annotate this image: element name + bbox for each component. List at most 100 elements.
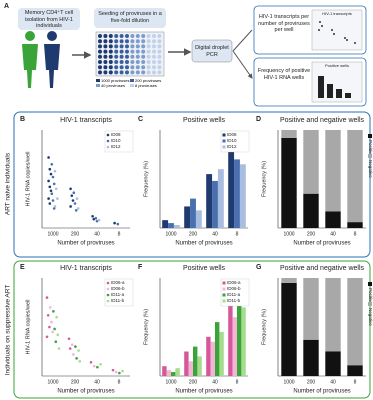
dot	[71, 199, 75, 202]
x-axis-label: Number of proviruses	[57, 389, 114, 395]
panel-letter: F	[138, 264, 143, 271]
dot	[54, 340, 58, 344]
dot	[45, 296, 49, 299]
well	[114, 65, 119, 70]
well	[125, 49, 129, 54]
group-box	[13, 111, 371, 258]
x-tick-label: 1000	[165, 379, 176, 385]
bar	[162, 220, 169, 228]
dot	[49, 189, 53, 193]
mini-dots	[318, 21, 356, 44]
dot	[69, 205, 72, 208]
well	[135, 70, 140, 75]
x-tick-label: 8	[236, 231, 239, 237]
step-box	[191, 39, 233, 63]
well	[125, 34, 129, 38]
legend-label: ID11-a	[227, 292, 241, 297]
group-label: Individuals on suppressive ART	[5, 285, 12, 376]
legend-swatch	[106, 139, 110, 143]
legend-swatch	[368, 302, 372, 306]
well	[119, 34, 124, 38]
well	[125, 54, 129, 59]
bar	[195, 210, 202, 228]
well	[98, 44, 102, 49]
well	[141, 54, 146, 59]
dot	[89, 360, 93, 364]
well	[152, 70, 156, 75]
group-label: ART naive individuals	[5, 152, 12, 215]
dot	[45, 335, 49, 339]
dot	[52, 182, 56, 186]
dot	[111, 368, 115, 372]
well	[103, 49, 108, 54]
legend-swatch	[222, 299, 226, 303]
well	[141, 39, 146, 44]
bar	[188, 361, 193, 376]
dot	[91, 214, 94, 218]
bar-segment	[325, 351, 341, 376]
dot	[76, 207, 80, 210]
step-text: Memory CD4⁺T cell isolation from HIV-1 i…	[24, 10, 74, 29]
well	[141, 34, 146, 38]
step-box	[18, 8, 80, 30]
dot	[121, 369, 124, 373]
bar	[219, 331, 224, 376]
well	[125, 44, 129, 49]
dot	[47, 179, 50, 183]
well	[157, 44, 162, 49]
well	[114, 39, 119, 44]
dot	[75, 357, 78, 360]
panel-letter: A	[4, 3, 9, 10]
bar-segment	[347, 365, 363, 376]
dot	[56, 333, 60, 337]
well	[119, 44, 124, 49]
panel-letter: D	[256, 116, 261, 123]
y-axis-label: HIV-1 RNA copies/well	[25, 299, 31, 354]
well	[114, 54, 119, 59]
bar	[212, 180, 218, 228]
dot	[46, 313, 50, 317]
result-text: HIV-1 transcripts per number of provirus…	[258, 14, 310, 33]
plate-legend-label: 40 proviruses	[101, 83, 126, 88]
legend-label: Negative	[368, 160, 373, 178]
well	[157, 39, 162, 44]
legend-label: ID10	[227, 138, 237, 143]
dot	[50, 163, 54, 166]
plate-legend: 1000 proviruses 200 proviruses 40 provirus…	[96, 78, 168, 88]
well	[130, 39, 135, 44]
well	[114, 34, 119, 38]
bar	[241, 307, 246, 376]
chart-title: Positive and negative wells	[280, 265, 365, 272]
bar	[175, 368, 180, 376]
well	[157, 54, 162, 59]
legend-swatch	[368, 134, 372, 138]
well	[119, 49, 124, 54]
well	[98, 49, 102, 54]
dot	[70, 343, 74, 346]
legend-swatch	[106, 287, 110, 291]
well	[119, 39, 124, 44]
bar	[171, 372, 176, 376]
x-tick-label: 200	[189, 231, 198, 237]
bar-segment	[325, 278, 341, 352]
well	[141, 60, 146, 64]
well	[125, 70, 129, 75]
well	[146, 49, 151, 54]
dot	[92, 217, 96, 221]
bar	[239, 164, 246, 228]
bar	[206, 336, 211, 376]
group-box	[13, 260, 371, 399]
panel-letter: C	[138, 116, 143, 123]
legend-label: ID12	[227, 144, 237, 149]
well	[141, 49, 146, 54]
y-axis-label: HIV-1 RNA copies/well	[25, 151, 31, 206]
well	[108, 44, 113, 49]
x-tick-label: 200	[71, 231, 80, 237]
mini-chart	[311, 9, 363, 51]
dot	[48, 306, 52, 309]
bar-segment	[303, 339, 319, 376]
bar	[162, 366, 167, 376]
well	[119, 54, 124, 59]
bar-segment	[347, 278, 363, 366]
legend-swatch	[106, 145, 110, 149]
